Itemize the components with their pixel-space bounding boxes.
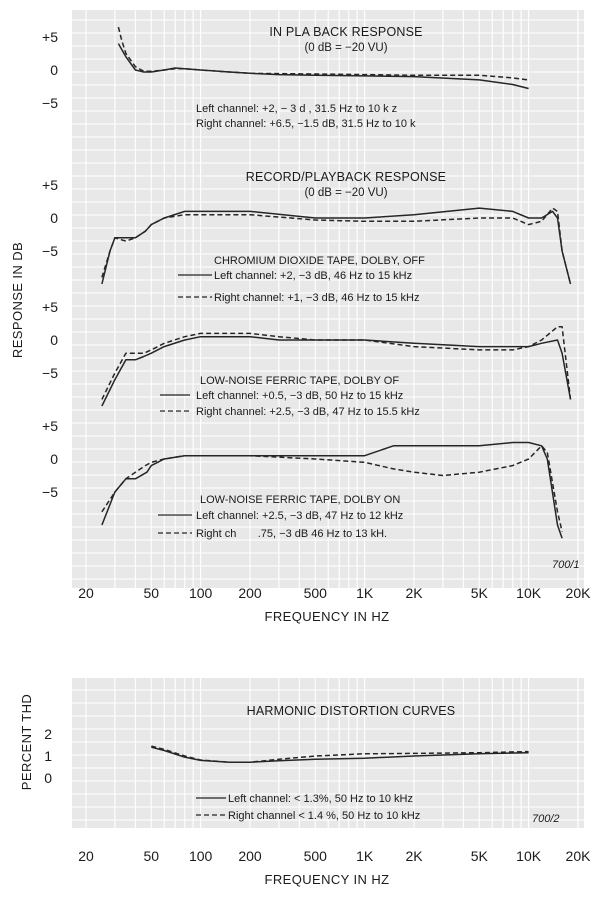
right-channel-curve xyxy=(101,445,563,532)
y-tick-label: 1 xyxy=(44,748,52,764)
x-tick-label: 20 xyxy=(78,585,94,601)
panel-chromium-curves xyxy=(101,207,572,285)
thd-legend-right: Right channel < 1.4 %, 50 Hz to 10 kHz xyxy=(228,810,420,822)
y-tick-label: 0 xyxy=(44,770,52,786)
panel-playback-legend-left: Left channel: +2, − 3 d , 31.5 Hz to 10 … xyxy=(196,103,397,115)
panel-ferric-on-curves xyxy=(101,441,563,539)
x-tick-label: 20K xyxy=(566,848,592,864)
x-tick-label: 500 xyxy=(304,585,328,601)
thd-y-ticks: 2 1 0 xyxy=(44,726,52,786)
x-tick-label: 50 xyxy=(143,585,159,601)
bottom-figure-code: 700/2 xyxy=(532,813,560,825)
panel-playback-subtitle: (0 dB = −20 VU) xyxy=(304,42,387,54)
panel-ferric-off-legend-right: Right channel: +2.5, −3 dB, 47 Hz to 15.… xyxy=(196,406,420,418)
panel-ferric-off-curves xyxy=(101,326,572,407)
x-tick-label: 2K xyxy=(405,848,423,864)
left-channel-curve xyxy=(101,441,563,539)
thd-title: HARMONIC DISTORTION CURVES xyxy=(247,704,456,718)
panel-chromium-y-ticks: +5 0 −5 xyxy=(42,177,58,259)
bottom-x-tick-labels: 20 50 100 200 500 1K 2K 5K 10K 20K xyxy=(78,848,591,864)
x-tick-label: 100 xyxy=(189,848,213,864)
x-tick-label: 200 xyxy=(238,848,262,864)
y-tick-label: +5 xyxy=(42,177,58,193)
bottom-figure: PERCENT THD 2 1 0 HARMONIC DISTORTION CURV… xyxy=(19,678,591,887)
top-x-tick-labels: 20 50 100 200 500 1K 2K 5K 10K 20K xyxy=(78,585,591,601)
thd-curves xyxy=(151,745,529,763)
y-tick-label: −5 xyxy=(42,95,58,111)
right-channel-curve xyxy=(151,745,529,763)
panel-chromium: +5 0 −5 RECORD/PLAYBACK RESPONSE (0 dB = −… xyxy=(42,170,572,304)
x-tick-label: 5K xyxy=(471,848,489,864)
panel-chromium-legend-right: Right channel: +1, −3 dB, 46 Hz to 15 kH… xyxy=(214,292,419,304)
y-tick-label: 2 xyxy=(44,726,52,742)
panel-ferric-dolby-on: +5 0 −5 LOW-NOISE FERRIC TAPE, DOLBY ON Le… xyxy=(42,418,563,540)
panel-chromium-subtitle: (0 dB = −20 VU) xyxy=(304,187,387,199)
x-tick-label: 1K xyxy=(356,848,374,864)
x-tick-label: 5K xyxy=(471,585,489,601)
panel-chromium-legend-left: Left channel: +2, −3 dB, 46 Hz to 15 kHz xyxy=(214,270,412,282)
left-channel-curve xyxy=(101,335,572,407)
panel-ferric-on-legend-left: Left channel: +2.5, −3 dB, 47 Hz to 12 k… xyxy=(196,510,403,522)
panel-ferric-on-y-ticks: +5 0 −5 xyxy=(42,418,58,500)
left-channel-curve xyxy=(101,207,572,285)
top-figure-code: 700/1 xyxy=(552,559,580,571)
panel-playback-legend-right: Right channel: +6.5, −1.5 dB, 31.5 Hz to… xyxy=(196,118,416,130)
panel-ferric-off-y-ticks: +5 0 −5 xyxy=(42,299,58,381)
panel-chromium-legend-heading: CHROMIUM DIOXIDE TAPE, DOLBY, OFF xyxy=(214,255,425,267)
x-tick-label: 1K xyxy=(356,585,374,601)
y-tick-label: −5 xyxy=(42,484,58,500)
x-tick-label: 2K xyxy=(405,585,423,601)
bottom-x-axis-label: FREQUENCY IN HZ xyxy=(265,872,390,887)
top-figure: RESPONSE IN DB 20 50 100 200 500 1K 2K 5K 10K 20K… xyxy=(10,10,591,624)
panel-ferric-on-legend-right: Right ch .75, −3 dB 46 Hz to 13 kH. xyxy=(196,528,387,540)
bottom-grid xyxy=(72,678,584,828)
right-channel-curve xyxy=(101,326,572,400)
x-tick-label: 20 xyxy=(78,848,94,864)
top-grid xyxy=(72,10,584,588)
panel-playback: +5 0 −5 IN PLA BACK RESPONSE (0 dB = −20 V… xyxy=(42,25,529,130)
x-tick-label: 10K xyxy=(516,848,542,864)
panel-chromium-title: RECORD/PLAYBACK RESPONSE xyxy=(246,170,446,184)
right-channel-curve xyxy=(101,207,572,285)
y-tick-label: −5 xyxy=(42,243,58,259)
panel-ferric-on-legend-heading: LOW-NOISE FERRIC TAPE, DOLBY ON xyxy=(200,494,400,506)
panel-playback-curves xyxy=(117,26,529,90)
x-tick-label: 500 xyxy=(304,848,328,864)
panel-playback-title: IN PLA BACK RESPONSE xyxy=(269,25,422,39)
y-tick-label: 0 xyxy=(50,62,58,78)
panel-ferric-dolby-off: +5 0 −5 LOW-NOISE FERRIC TAPE, DOLBY OF Le… xyxy=(42,299,572,418)
x-tick-label: 10K xyxy=(516,585,542,601)
x-tick-label: 50 xyxy=(143,848,159,864)
y-tick-label: +5 xyxy=(42,418,58,434)
panel-playback-y-ticks: +5 0 −5 xyxy=(42,29,58,111)
y-tick-label: 0 xyxy=(50,332,58,348)
bottom-y-axis-label: PERCENT THD xyxy=(19,694,34,790)
thd-legend-left: Left channel: < 1.3%, 50 Hz to 10 kHz xyxy=(228,793,413,805)
x-tick-label: 20K xyxy=(566,585,592,601)
y-tick-label: 0 xyxy=(50,210,58,226)
x-tick-label: 100 xyxy=(189,585,213,601)
top-y-axis-label: RESPONSE IN DB xyxy=(10,242,25,358)
y-tick-label: +5 xyxy=(42,29,58,45)
y-tick-label: −5 xyxy=(42,365,58,381)
y-tick-label: +5 xyxy=(42,299,58,315)
top-x-axis-label: FREQUENCY IN HZ xyxy=(265,609,390,624)
panel-ferric-off-legend-heading: LOW-NOISE FERRIC TAPE, DOLBY OF xyxy=(200,375,399,387)
right-channel-curve xyxy=(117,26,529,81)
panel-ferric-off-legend-left: Left channel: +0.5, −3 dB, 50 Hz to 15 k… xyxy=(196,390,403,402)
x-tick-label: 200 xyxy=(238,585,262,601)
y-tick-label: 0 xyxy=(50,451,58,467)
